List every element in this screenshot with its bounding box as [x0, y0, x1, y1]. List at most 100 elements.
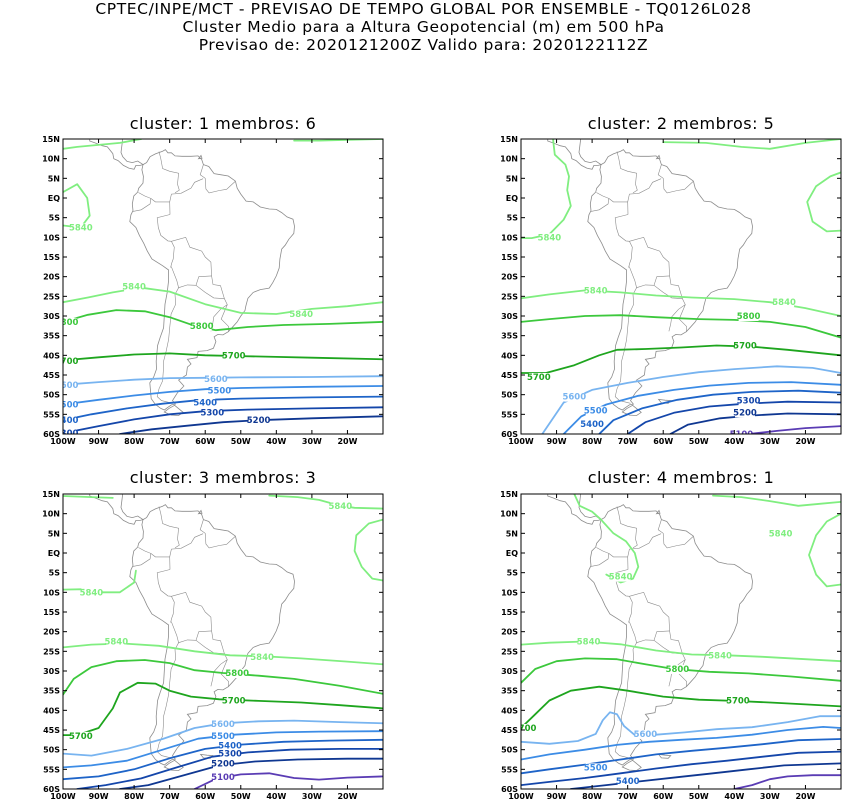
header-line-2: Cluster Medio para a Altura Geopotencial…	[182, 18, 665, 36]
contour-label: 5700	[513, 724, 537, 734]
lat-tick-label: 35S	[43, 332, 60, 341]
country-border	[156, 287, 179, 404]
contour-label-bg	[63, 416, 77, 426]
contour-label-bg	[106, 637, 127, 647]
lat-tick-label: 40S	[43, 706, 60, 715]
map-panel-1: 5840 5840 5840 5800 5800 5700 5700 5600 5600 5500…	[42, 135, 384, 446]
coastline-shape	[180, 480, 186, 482]
map-frame	[520, 138, 842, 435]
coastline-shape	[163, 759, 184, 771]
coastline-shape	[655, 154, 661, 160]
lat-tick-label: 5S	[49, 569, 61, 578]
lon-tick-label: 20W	[337, 437, 357, 446]
contour-label-bg	[124, 282, 145, 292]
lat-tick-label: 15N	[500, 135, 518, 144]
lon-tick-label: 30W	[760, 437, 780, 446]
contour-label-bg	[70, 731, 91, 741]
panel-title-4: cluster: 4 membros: 1	[587, 468, 775, 487]
contour-5840	[662, 139, 841, 150]
lon-tick-label: 20W	[795, 792, 815, 801]
lon-tick-label: 90W	[89, 437, 109, 446]
country-border	[156, 569, 175, 623]
contour-label: 5300	[218, 750, 242, 760]
contour-5500	[521, 726, 841, 761]
contour-label: 5700	[222, 697, 246, 707]
contour-label: 5500	[208, 387, 232, 397]
country-border	[156, 214, 175, 268]
header-line-3: Previsao de: 2020121200Z Valido para: 20…	[198, 36, 649, 54]
contour-5600	[63, 719, 383, 757]
contour-label: 5300	[55, 429, 79, 439]
country-border	[171, 621, 212, 644]
contour-label: 5840	[328, 502, 352, 512]
contour-label: 5840	[772, 298, 796, 308]
country-border	[590, 192, 610, 212]
lat-tick-label: 5N	[506, 174, 518, 183]
country-border	[629, 236, 683, 299]
country-border	[150, 198, 170, 203]
lon-tick-label: 50W	[689, 437, 709, 446]
contour-label-bg	[731, 430, 752, 434]
lon-tick-label: 40W	[266, 437, 286, 446]
contour-5400	[63, 738, 383, 781]
lat-tick-label: 30S	[501, 312, 518, 321]
lat-tick-label: 30S	[43, 667, 60, 676]
coastline-shape	[655, 509, 661, 515]
lat-tick-label: 10S	[43, 588, 60, 597]
map-frame	[62, 138, 384, 435]
contour-label: 5700	[222, 351, 246, 361]
contour-label: 5800	[666, 665, 690, 675]
contour-label-bg	[81, 588, 102, 598]
lon-tick-label: 90W	[547, 437, 567, 446]
country-border	[614, 642, 637, 759]
contour-label: 5840	[584, 286, 608, 296]
contour-5840	[712, 494, 841, 507]
contour-5700	[521, 685, 841, 729]
lat-tick-label: 15N	[500, 490, 518, 499]
map-frame	[520, 493, 842, 790]
contour-5840	[268, 494, 383, 510]
contour-5300	[521, 750, 841, 786]
lat-tick-label: 10N	[42, 155, 60, 164]
contour-label-bg	[528, 373, 549, 382]
country-border	[614, 214, 633, 268]
lat-tick-label: 15N	[42, 490, 60, 499]
lat-tick-label: 10S	[43, 233, 60, 242]
country-border	[156, 642, 179, 759]
lat-tick-label: 50S	[501, 746, 518, 755]
coastline-south-america	[587, 504, 753, 766]
lon-tick-label: 60W	[653, 437, 673, 446]
contour-label: 5400	[55, 416, 79, 426]
contour-5840	[521, 139, 572, 239]
lat-tick-label: 30S	[43, 312, 60, 321]
contour-label: 5700	[527, 373, 551, 383]
contour-label-bg	[63, 429, 77, 434]
country-border	[627, 178, 662, 215]
contour-label: 5840	[80, 588, 104, 598]
lon-tick-label: 70W	[618, 792, 638, 801]
contour-label-bg	[735, 408, 755, 418]
lat-tick-label: EQ	[506, 549, 518, 558]
coastline-south-america	[587, 149, 753, 411]
contour-label: 5800	[225, 669, 249, 679]
lat-tick-label: EQ	[48, 194, 60, 203]
lon-tick-label: 70W	[160, 792, 180, 801]
lat-tick-label: 10N	[500, 510, 518, 519]
panel-title-2: cluster: 2 membros: 5	[587, 114, 775, 133]
lat-tick-label: 15S	[43, 608, 60, 617]
contour-label: 5500	[55, 401, 79, 411]
lat-tick-label: 35S	[501, 687, 518, 696]
header-line-1: CPTEC/INPE/MCT - PREVISAO DE TEMPO GLOBA…	[95, 0, 752, 18]
country-border	[171, 236, 225, 299]
country-border	[169, 533, 204, 570]
lon-tick-label: 60W	[653, 792, 673, 801]
lat-tick-label: 55S	[43, 410, 60, 419]
contour-label: 5600	[55, 381, 79, 391]
lat-tick-label: 25S	[43, 647, 60, 656]
lat-tick-label: 45S	[501, 726, 518, 735]
contour-5700	[63, 681, 383, 736]
contour-label-bg	[291, 310, 312, 319]
contour-label-bg	[63, 380, 77, 390]
country-border	[629, 266, 670, 289]
contour-label-bg	[213, 759, 233, 769]
